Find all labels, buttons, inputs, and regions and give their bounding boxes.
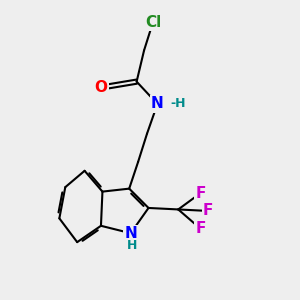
Text: -H: -H [171,98,186,110]
Text: Cl: Cl [145,15,161,30]
Text: F: F [203,203,213,218]
Text: F: F [195,186,206,201]
Text: N: N [124,226,137,241]
Text: H: H [127,239,137,252]
Text: O: O [94,80,107,95]
Text: N: N [151,96,164,111]
Text: F: F [195,221,206,236]
